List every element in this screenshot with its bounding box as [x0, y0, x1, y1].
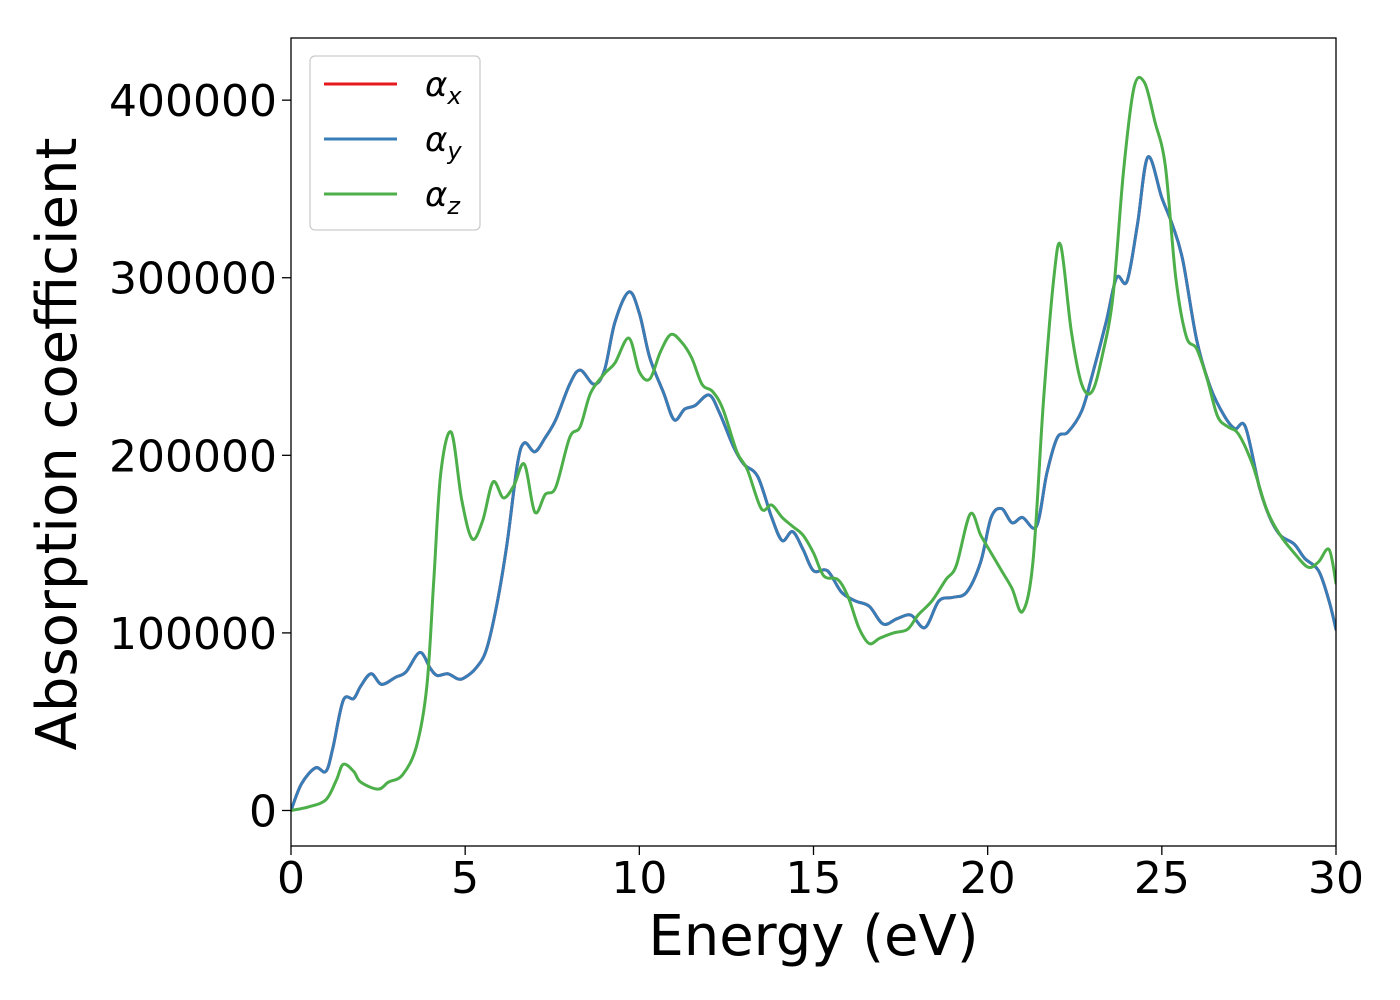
- series-line-y: [291, 155, 1336, 812]
- y-tick-label: 200000: [109, 431, 277, 482]
- x-tick-label: 5: [451, 853, 479, 904]
- x-tick-label: 15: [786, 853, 842, 904]
- legend: αx αy αz: [309, 55, 481, 231]
- x-tick-label: 0: [277, 853, 305, 904]
- y-tick-label: 100000: [109, 609, 277, 660]
- series-layer: [291, 75, 1336, 812]
- y-axis-ticks: 0 100000 200000 300000 400000: [109, 76, 291, 837]
- y-tick-label: 300000: [109, 254, 277, 305]
- x-tick-label: 10: [611, 853, 667, 904]
- y-tick-label: 400000: [109, 76, 277, 127]
- legend-label-x: αx: [425, 65, 462, 110]
- legend-box: [309, 55, 481, 231]
- legend-label-z: αz: [425, 175, 461, 220]
- x-axis-title: Energy (eV): [648, 904, 978, 969]
- x-tick-label: 30: [1308, 853, 1364, 904]
- series-line-x: [291, 155, 1336, 812]
- x-axis-ticks: 0 5 10 15 20 25 30: [277, 846, 1364, 904]
- y-axis-title: Absorption coefficient: [25, 138, 90, 751]
- legend-label-y: αy: [425, 120, 462, 165]
- x-tick-label: 25: [1134, 853, 1190, 904]
- series-line-z: [291, 75, 1336, 812]
- y-tick-label: 0: [249, 786, 277, 837]
- x-tick-label: 20: [960, 853, 1016, 904]
